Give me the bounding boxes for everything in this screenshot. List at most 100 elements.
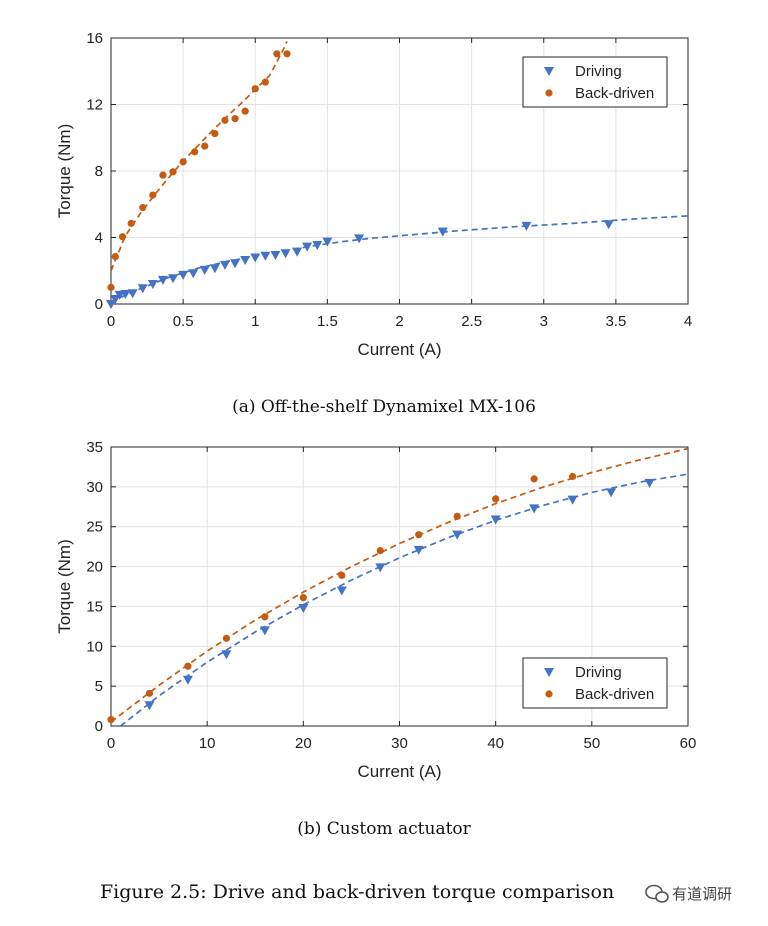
y-tick-label: 5 bbox=[95, 678, 103, 695]
point-driving bbox=[219, 260, 230, 270]
y-tick-label: 35 bbox=[86, 439, 103, 456]
point-driving bbox=[452, 530, 463, 540]
legend-label-back-driven: Back-driven bbox=[575, 85, 654, 102]
point-back-driven bbox=[241, 107, 249, 115]
legend: Driving Back-driven bbox=[522, 56, 668, 108]
point-back-driven bbox=[107, 716, 115, 724]
point-back-driven bbox=[159, 171, 167, 179]
point-back-driven bbox=[111, 253, 119, 261]
x-tick-label: 0.5 bbox=[173, 313, 194, 330]
x-tick-label: 2.5 bbox=[461, 313, 482, 330]
legend-marker-back-driven bbox=[545, 89, 553, 97]
point-driving bbox=[250, 253, 261, 263]
point-driving bbox=[260, 251, 271, 261]
point-driving bbox=[157, 275, 168, 285]
y-tick-label: 10 bbox=[86, 638, 103, 655]
point-back-driven bbox=[222, 634, 230, 642]
legend-marker-driving bbox=[544, 67, 554, 76]
point-driving bbox=[280, 249, 291, 259]
point-back-driven bbox=[376, 547, 384, 555]
point-back-driven bbox=[492, 495, 500, 503]
point-back-driven bbox=[149, 191, 157, 199]
point-driving bbox=[188, 269, 199, 279]
point-back-driven bbox=[569, 472, 577, 481]
x-tick-label: 1 bbox=[251, 313, 259, 330]
point-back-driven bbox=[179, 158, 187, 166]
x-tick-label: 3.5 bbox=[605, 313, 626, 330]
point-driving bbox=[375, 563, 386, 573]
point-driving bbox=[354, 234, 365, 244]
fit-line-driving bbox=[120, 473, 688, 726]
point-driving bbox=[644, 478, 655, 488]
point-driving bbox=[292, 247, 303, 257]
point-driving bbox=[240, 255, 251, 265]
y-tick-label: 8 bbox=[95, 163, 103, 180]
point-driving bbox=[413, 545, 424, 555]
y-tick-label: 16 bbox=[86, 30, 103, 47]
point-driving bbox=[270, 250, 281, 260]
point-driving bbox=[312, 240, 323, 250]
point-driving bbox=[137, 284, 148, 294]
x-axis-label: Current (A) bbox=[357, 762, 441, 781]
point-driving bbox=[199, 265, 210, 275]
legend-label-driving: Driving bbox=[575, 63, 622, 80]
y-tick-label: 30 bbox=[86, 479, 103, 496]
wechat-icon bbox=[645, 884, 669, 903]
watermark-backdrop bbox=[636, 878, 754, 908]
y-tick-label: 0 bbox=[95, 718, 103, 735]
point-driving bbox=[144, 701, 155, 711]
fit-line-back-driven bbox=[111, 447, 688, 723]
x-tick-label: 60 bbox=[680, 735, 697, 752]
point-back-driven bbox=[338, 571, 346, 579]
point-driving bbox=[147, 280, 158, 290]
legend-box bbox=[522, 56, 668, 108]
point-back-driven bbox=[283, 50, 291, 58]
x-tick-label: 40 bbox=[487, 735, 504, 752]
point-back-driven bbox=[530, 475, 538, 483]
x-tick-label: 10 bbox=[199, 735, 216, 752]
point-driving bbox=[182, 675, 193, 685]
y-tick-label: 25 bbox=[86, 519, 103, 536]
point-back-driven bbox=[139, 203, 147, 212]
point-back-driven bbox=[261, 78, 269, 86]
watermark-text: 有道调研 bbox=[672, 885, 732, 903]
point-back-driven bbox=[415, 531, 423, 539]
point-driving bbox=[209, 264, 220, 274]
point-driving bbox=[298, 604, 309, 614]
point-driving bbox=[259, 626, 270, 636]
x-tick-label: 4 bbox=[684, 313, 692, 330]
x-tick-label: 1.5 bbox=[317, 313, 338, 330]
point-back-driven bbox=[261, 613, 269, 621]
legend-label-back-driven: Back-driven bbox=[575, 686, 654, 703]
x-tick-label: 3 bbox=[540, 313, 548, 330]
point-back-driven bbox=[453, 512, 461, 520]
point-driving bbox=[178, 270, 189, 280]
x-tick-label: 0 bbox=[107, 735, 115, 752]
point-driving bbox=[567, 495, 578, 505]
point-back-driven bbox=[107, 283, 115, 291]
point-driving bbox=[603, 220, 614, 230]
caption-a: (a) Off-the-shelf Dynamixel MX-106 bbox=[232, 397, 536, 417]
point-back-driven bbox=[118, 233, 127, 241]
point-back-driven bbox=[221, 116, 229, 124]
point-back-driven bbox=[191, 148, 199, 156]
fit-line-back-driven bbox=[111, 40, 288, 272]
point-driving bbox=[230, 259, 241, 269]
y-axis-label: Torque (Nm) bbox=[55, 124, 74, 218]
y-tick-label: 12 bbox=[86, 97, 103, 114]
chart-a: 0 0.5 1 1.5 2 2.5 3 3.5 4 0 4 8 12 16 Current (A) Torqu… bbox=[55, 30, 692, 359]
point-back-driven bbox=[211, 129, 219, 138]
point-back-driven bbox=[184, 662, 192, 670]
point-back-driven bbox=[169, 168, 177, 176]
point-back-driven bbox=[251, 85, 259, 93]
y-tick-label: 4 bbox=[95, 230, 103, 247]
caption-b: (b) Custom actuator bbox=[297, 819, 471, 839]
point-driving bbox=[490, 515, 501, 525]
legend: Driving Back-driven bbox=[522, 657, 668, 709]
point-driving bbox=[529, 504, 540, 514]
legend-box bbox=[522, 657, 668, 709]
point-driving bbox=[322, 237, 333, 247]
point-driving bbox=[221, 650, 232, 660]
x-tick-label: 50 bbox=[583, 735, 600, 752]
